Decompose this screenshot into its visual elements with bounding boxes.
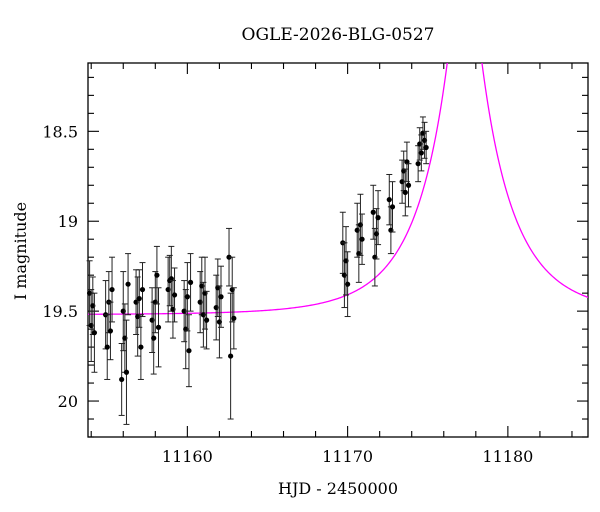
data-point (187, 279, 194, 285)
plot-area: 11160 11170 11180 18.5 19 19.5 20 (42, 62, 589, 466)
data-point (171, 292, 178, 298)
data-point (154, 272, 160, 278)
data-point (218, 294, 224, 300)
y-axis-label: I magnitude (11, 202, 30, 300)
x-tick-label: 11180 (482, 447, 533, 466)
data-point (231, 315, 237, 321)
y-tick-label: 19.5 (42, 302, 78, 321)
data-point (138, 344, 144, 350)
data-point (418, 150, 424, 156)
y-tick-label: 18.5 (42, 122, 78, 141)
data-point (228, 353, 234, 359)
data-point (91, 330, 98, 336)
plot-frame (87, 62, 589, 438)
y-tick-label: 19 (58, 212, 78, 231)
data-point (184, 294, 190, 300)
data-point (186, 348, 192, 354)
data-point (375, 215, 381, 221)
data-point (226, 254, 232, 260)
data-point (415, 161, 421, 167)
model-curve (88, 63, 588, 315)
data-point (345, 281, 351, 287)
x-tick-label: 11170 (322, 447, 373, 466)
data-point (359, 236, 365, 242)
data-point (203, 317, 210, 323)
data-point (405, 182, 412, 188)
data-point (136, 295, 142, 302)
data-point (155, 324, 162, 330)
data-point (104, 344, 110, 350)
data-point (402, 189, 408, 196)
x-axis-label: HJD - 2450000 (278, 479, 398, 498)
data-point (123, 369, 130, 375)
data-point (109, 286, 115, 293)
data-point (139, 286, 146, 293)
data-point (151, 335, 157, 341)
data-point (125, 281, 131, 287)
y-tick-label: 20 (58, 392, 78, 411)
data-point (370, 209, 376, 215)
data-point (386, 197, 392, 203)
data-point (107, 328, 114, 334)
chart-title: OGLE-2026-BLG-0527 (242, 25, 435, 45)
data-point (389, 204, 396, 210)
data-point (423, 144, 429, 151)
data-point (119, 376, 125, 383)
x-tick-label: 11160 (162, 447, 213, 466)
